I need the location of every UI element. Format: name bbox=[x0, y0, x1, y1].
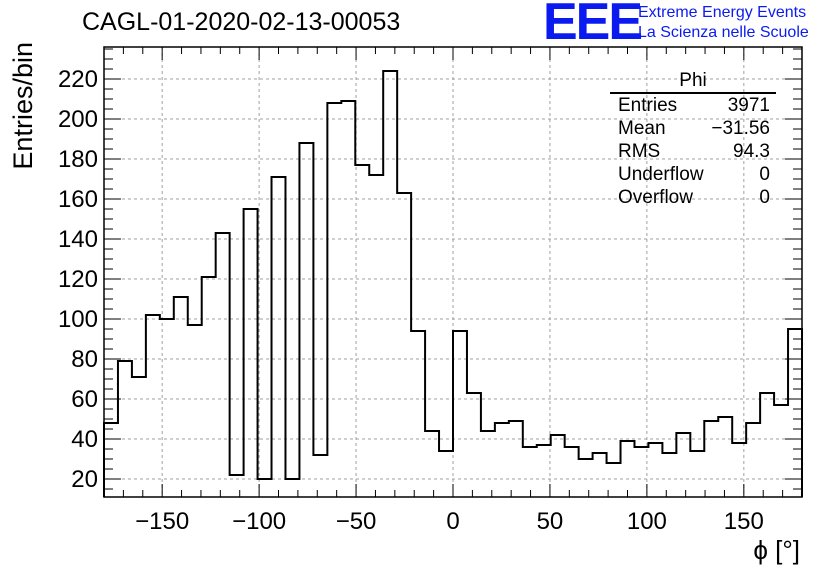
histogram-bin bbox=[327, 103, 341, 497]
stats-box-title: Phi bbox=[610, 70, 776, 94]
histogram-bin bbox=[495, 423, 509, 497]
y-tick-label: 220 bbox=[58, 66, 98, 93]
histogram-bin bbox=[272, 177, 286, 497]
histogram-bin bbox=[313, 455, 327, 497]
y-tick-label: 180 bbox=[58, 146, 98, 173]
logo-tagline-2: La Scienza nelle Scuole bbox=[638, 24, 809, 41]
stats-label: Underflow bbox=[618, 164, 704, 185]
histogram-bin bbox=[188, 325, 202, 497]
stats-box: Phi Entries 3971 Mean −31.56 RMS 94.3 Un… bbox=[610, 70, 776, 209]
stats-value: 94.3 bbox=[733, 141, 770, 162]
y-tick-label: 60 bbox=[71, 386, 98, 413]
stats-row: Entries 3971 bbox=[610, 94, 776, 117]
stats-value: 0 bbox=[759, 187, 770, 208]
histogram-bin bbox=[425, 431, 439, 497]
stats-value: −31.56 bbox=[711, 118, 770, 139]
histogram-bin bbox=[244, 209, 258, 497]
x-axis-label: ϕ [°] bbox=[753, 535, 800, 565]
stats-value: 0 bbox=[759, 164, 770, 185]
stats-row: RMS 94.3 bbox=[610, 140, 776, 163]
plot-frame bbox=[103, 46, 803, 498]
x-tick-label: −150 bbox=[135, 508, 189, 535]
histogram-bin bbox=[453, 331, 467, 497]
histogram-bin bbox=[593, 453, 607, 497]
x-tick-label: 50 bbox=[537, 508, 564, 535]
eee-logo: EEE bbox=[543, 0, 643, 51]
histogram-bin bbox=[746, 423, 760, 497]
x-tick-label: 0 bbox=[446, 508, 459, 535]
histogram-bin bbox=[285, 479, 299, 497]
y-tick-label: 80 bbox=[71, 346, 98, 373]
histogram-bin bbox=[369, 175, 383, 497]
y-tick-label: 140 bbox=[58, 226, 98, 253]
x-tick-label: −50 bbox=[336, 508, 377, 535]
x-tick-label: 100 bbox=[627, 508, 667, 535]
histogram-bin bbox=[467, 393, 481, 497]
histogram-bin bbox=[341, 101, 355, 497]
y-tick-label: 20 bbox=[71, 466, 98, 493]
histogram-bin bbox=[509, 421, 523, 497]
y-tick-label: 160 bbox=[58, 186, 98, 213]
y-tick-label: 100 bbox=[58, 306, 98, 333]
histogram-bin bbox=[439, 451, 453, 497]
histogram-bin bbox=[523, 447, 537, 497]
histogram-bin bbox=[355, 165, 369, 497]
histogram-bin bbox=[230, 475, 244, 497]
histogram-bin bbox=[648, 443, 662, 497]
histogram-bin bbox=[565, 447, 579, 497]
stats-label: Entries bbox=[618, 95, 678, 116]
histogram-bin bbox=[216, 233, 230, 497]
histogram-bin bbox=[607, 463, 621, 497]
y-tick-label: 120 bbox=[58, 266, 98, 293]
y-tick-label: 200 bbox=[58, 106, 98, 133]
x-tick-label: 150 bbox=[724, 508, 764, 535]
histogram-bin bbox=[104, 423, 118, 497]
histogram-bin bbox=[299, 143, 313, 497]
logo-tagline-1: Extreme Energy Events bbox=[638, 4, 807, 21]
histogram-bin bbox=[537, 445, 551, 497]
histogram-bin bbox=[718, 417, 732, 497]
x-tick-label: −100 bbox=[232, 508, 286, 535]
histogram-bin bbox=[621, 441, 635, 497]
histogram-bin bbox=[383, 71, 397, 497]
histogram-bin bbox=[551, 435, 565, 497]
histogram-bin bbox=[760, 393, 774, 497]
histogram-bin bbox=[634, 447, 648, 497]
histogram-bin bbox=[676, 433, 690, 497]
stats-label: RMS bbox=[618, 141, 661, 162]
page-title: CAGL-01-2020-02-13-00053 bbox=[82, 8, 401, 36]
histogram-bin bbox=[258, 479, 272, 497]
histogram-bin bbox=[118, 361, 132, 497]
stats-value: 3971 bbox=[727, 95, 770, 116]
histogram-bin bbox=[774, 405, 788, 497]
stats-row: Mean −31.56 bbox=[610, 117, 776, 140]
histogram-bin bbox=[411, 331, 425, 497]
histogram-outline bbox=[103, 70, 803, 497]
histogram-bin bbox=[690, 451, 704, 497]
stats-row: Overflow 0 bbox=[610, 186, 776, 209]
y-tick-label: 40 bbox=[71, 426, 98, 453]
histogram-bin bbox=[579, 459, 593, 497]
histogram-bin bbox=[202, 277, 216, 497]
histogram-bin bbox=[174, 297, 188, 497]
histogram-bin bbox=[788, 329, 802, 497]
histogram-bin bbox=[662, 453, 676, 497]
y-axis-label: Entries/bin bbox=[8, 42, 38, 170]
stats-label: Mean bbox=[618, 118, 666, 139]
histogram-bin bbox=[704, 421, 718, 497]
stats-row: Underflow 0 bbox=[610, 163, 776, 186]
histogram-bin bbox=[146, 315, 160, 497]
histogram-bin bbox=[481, 431, 495, 497]
stats-label: Overflow bbox=[618, 187, 693, 208]
